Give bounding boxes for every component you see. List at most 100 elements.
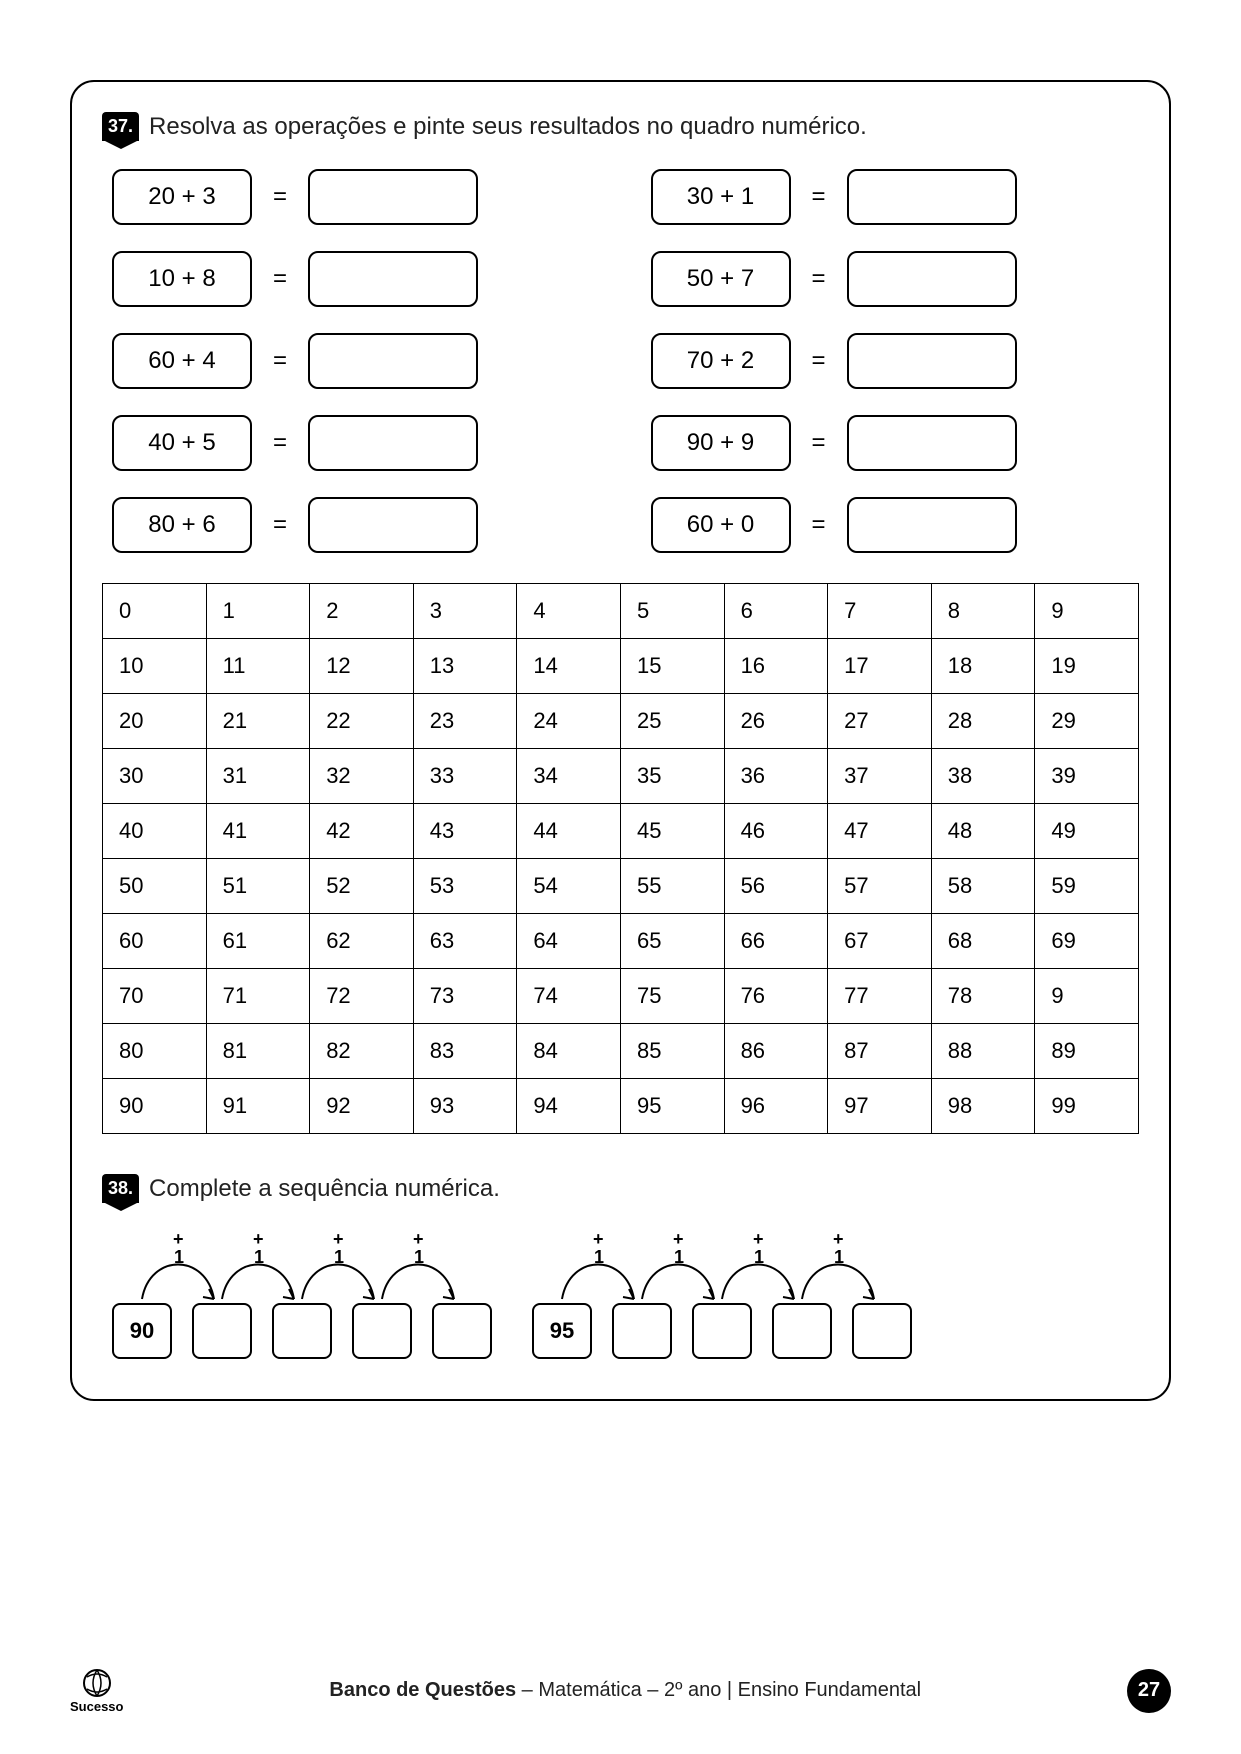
number-cell[interactable]: 7 (828, 584, 932, 639)
number-cell[interactable]: 60 (103, 914, 207, 969)
number-cell[interactable]: 20 (103, 694, 207, 749)
number-cell[interactable]: 98 (931, 1079, 1035, 1134)
number-cell[interactable]: 56 (724, 859, 828, 914)
number-cell[interactable]: 23 (413, 694, 517, 749)
number-cell[interactable]: 64 (517, 914, 621, 969)
sequence-answer-box[interactable] (192, 1303, 252, 1359)
number-cell[interactable]: 95 (620, 1079, 724, 1134)
number-cell[interactable]: 13 (413, 639, 517, 694)
number-cell[interactable]: 59 (1035, 859, 1139, 914)
answer-box[interactable] (308, 251, 478, 307)
number-cell[interactable]: 29 (1035, 694, 1139, 749)
number-cell[interactable]: 5 (620, 584, 724, 639)
number-cell[interactable]: 10 (103, 639, 207, 694)
number-cell[interactable]: 70 (103, 969, 207, 1024)
answer-box[interactable] (847, 497, 1017, 553)
number-cell[interactable]: 92 (310, 1079, 414, 1134)
number-cell[interactable]: 37 (828, 749, 932, 804)
number-cell[interactable]: 19 (1035, 639, 1139, 694)
number-cell[interactable]: 26 (724, 694, 828, 749)
sequence-answer-box[interactable] (692, 1303, 752, 1359)
number-cell[interactable]: 47 (828, 804, 932, 859)
number-cell[interactable]: 42 (310, 804, 414, 859)
number-cell[interactable]: 9 (1035, 584, 1139, 639)
number-cell[interactable]: 28 (931, 694, 1035, 749)
number-cell[interactable]: 9 (1035, 969, 1139, 1024)
number-cell[interactable]: 46 (724, 804, 828, 859)
sequence-answer-box[interactable] (772, 1303, 832, 1359)
number-cell[interactable]: 57 (828, 859, 932, 914)
sequence-answer-box[interactable] (272, 1303, 332, 1359)
number-cell[interactable]: 96 (724, 1079, 828, 1134)
number-cell[interactable]: 17 (828, 639, 932, 694)
number-cell[interactable]: 76 (724, 969, 828, 1024)
answer-box[interactable] (308, 333, 478, 389)
number-cell[interactable]: 41 (206, 804, 310, 859)
number-cell[interactable]: 16 (724, 639, 828, 694)
number-cell[interactable]: 35 (620, 749, 724, 804)
number-cell[interactable]: 69 (1035, 914, 1139, 969)
number-cell[interactable]: 31 (206, 749, 310, 804)
number-cell[interactable]: 32 (310, 749, 414, 804)
number-cell[interactable]: 63 (413, 914, 517, 969)
number-cell[interactable]: 86 (724, 1024, 828, 1079)
sequence-answer-box[interactable] (612, 1303, 672, 1359)
number-cell[interactable]: 99 (1035, 1079, 1139, 1134)
number-cell[interactable]: 14 (517, 639, 621, 694)
number-cell[interactable]: 54 (517, 859, 621, 914)
answer-box[interactable] (308, 497, 478, 553)
number-cell[interactable]: 87 (828, 1024, 932, 1079)
sequence-answer-box[interactable] (432, 1303, 492, 1359)
number-cell[interactable]: 65 (620, 914, 724, 969)
number-cell[interactable]: 93 (413, 1079, 517, 1134)
number-cell[interactable]: 78 (931, 969, 1035, 1024)
number-cell[interactable]: 88 (931, 1024, 1035, 1079)
number-cell[interactable]: 89 (1035, 1024, 1139, 1079)
number-cell[interactable]: 25 (620, 694, 724, 749)
number-cell[interactable]: 75 (620, 969, 724, 1024)
number-cell[interactable]: 80 (103, 1024, 207, 1079)
number-cell[interactable]: 38 (931, 749, 1035, 804)
number-cell[interactable]: 40 (103, 804, 207, 859)
number-cell[interactable]: 48 (931, 804, 1035, 859)
number-cell[interactable]: 74 (517, 969, 621, 1024)
number-cell[interactable]: 90 (103, 1079, 207, 1134)
number-cell[interactable]: 36 (724, 749, 828, 804)
number-cell[interactable]: 44 (517, 804, 621, 859)
number-cell[interactable]: 12 (310, 639, 414, 694)
number-cell[interactable]: 34 (517, 749, 621, 804)
number-cell[interactable]: 53 (413, 859, 517, 914)
answer-box[interactable] (308, 415, 478, 471)
number-cell[interactable]: 4 (517, 584, 621, 639)
number-cell[interactable]: 94 (517, 1079, 621, 1134)
number-cell[interactable]: 21 (206, 694, 310, 749)
number-cell[interactable]: 6 (724, 584, 828, 639)
number-cell[interactable]: 77 (828, 969, 932, 1024)
number-cell[interactable]: 72 (310, 969, 414, 1024)
number-cell[interactable]: 52 (310, 859, 414, 914)
number-cell[interactable]: 55 (620, 859, 724, 914)
number-cell[interactable]: 22 (310, 694, 414, 749)
answer-box[interactable] (847, 333, 1017, 389)
sequence-answer-box[interactable] (852, 1303, 912, 1359)
number-cell[interactable]: 27 (828, 694, 932, 749)
number-cell[interactable]: 67 (828, 914, 932, 969)
number-cell[interactable]: 43 (413, 804, 517, 859)
number-cell[interactable]: 68 (931, 914, 1035, 969)
number-cell[interactable]: 82 (310, 1024, 414, 1079)
sequence-answer-box[interactable] (352, 1303, 412, 1359)
number-cell[interactable]: 30 (103, 749, 207, 804)
number-cell[interactable]: 62 (310, 914, 414, 969)
number-cell[interactable]: 8 (931, 584, 1035, 639)
number-cell[interactable]: 3 (413, 584, 517, 639)
number-cell[interactable]: 24 (517, 694, 621, 749)
number-cell[interactable]: 2 (310, 584, 414, 639)
number-cell[interactable]: 73 (413, 969, 517, 1024)
number-cell[interactable]: 1 (206, 584, 310, 639)
answer-box[interactable] (847, 251, 1017, 307)
number-cell[interactable]: 85 (620, 1024, 724, 1079)
number-cell[interactable]: 11 (206, 639, 310, 694)
number-cell[interactable]: 91 (206, 1079, 310, 1134)
number-cell[interactable]: 83 (413, 1024, 517, 1079)
number-cell[interactable]: 50 (103, 859, 207, 914)
